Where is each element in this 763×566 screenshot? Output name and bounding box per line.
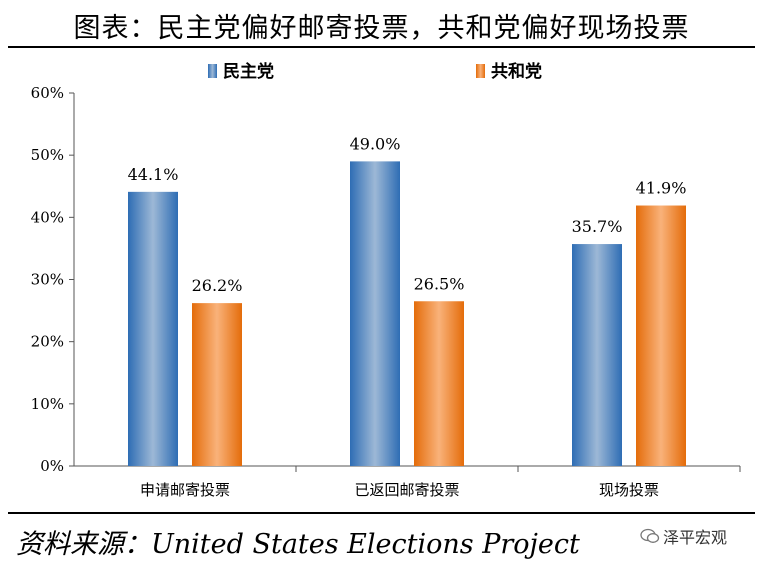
- wechat-icon: [640, 528, 660, 543]
- y-tick-label: 10%: [31, 395, 64, 413]
- chart-title: 图表：民主党偏好邮寄投票，共和党偏好现场投票: [73, 13, 690, 44]
- title-divider: [8, 46, 755, 48]
- category-label: 申请邮寄投票: [140, 481, 230, 499]
- bar: [572, 244, 622, 466]
- data-label: 49.0%: [350, 134, 401, 153]
- data-label: 26.2%: [192, 276, 243, 295]
- y-tick-label: 20%: [31, 333, 64, 351]
- y-tick-label: 0%: [40, 457, 64, 475]
- source-note: 资料来源：United States Elections Project: [16, 529, 580, 560]
- data-label: 26.5%: [414, 274, 465, 293]
- bar: [636, 205, 686, 466]
- y-tick-label: 60%: [31, 84, 64, 102]
- bar-chart: 0% 10% 20% 30% 40% 50% 60% 44.1% 26.2% 申请邮寄投票 49.0…: [31, 61, 741, 499]
- data-label: 35.7%: [572, 217, 623, 236]
- legend-swatch: [208, 64, 217, 78]
- y-tick-label: 40%: [31, 208, 64, 226]
- legend-label: 民主党: [223, 61, 274, 82]
- bar: [192, 303, 242, 466]
- watermark: 泽平宏观: [640, 522, 758, 550]
- y-tick-label: 30%: [31, 271, 64, 289]
- bar: [414, 301, 464, 466]
- data-label: 44.1%: [128, 165, 179, 184]
- category-label: 现场投票: [599, 481, 659, 499]
- source-divider: [8, 512, 755, 514]
- data-label: 41.9%: [636, 179, 687, 198]
- legend-label: 共和党: [491, 61, 542, 82]
- watermark-text: 泽平宏观: [663, 528, 728, 547]
- y-tick-label: 50%: [31, 146, 64, 164]
- legend-swatch: [476, 64, 485, 78]
- category-label: 已返回邮寄投票: [354, 481, 459, 499]
- bar: [350, 161, 400, 466]
- bar: [128, 191, 178, 466]
